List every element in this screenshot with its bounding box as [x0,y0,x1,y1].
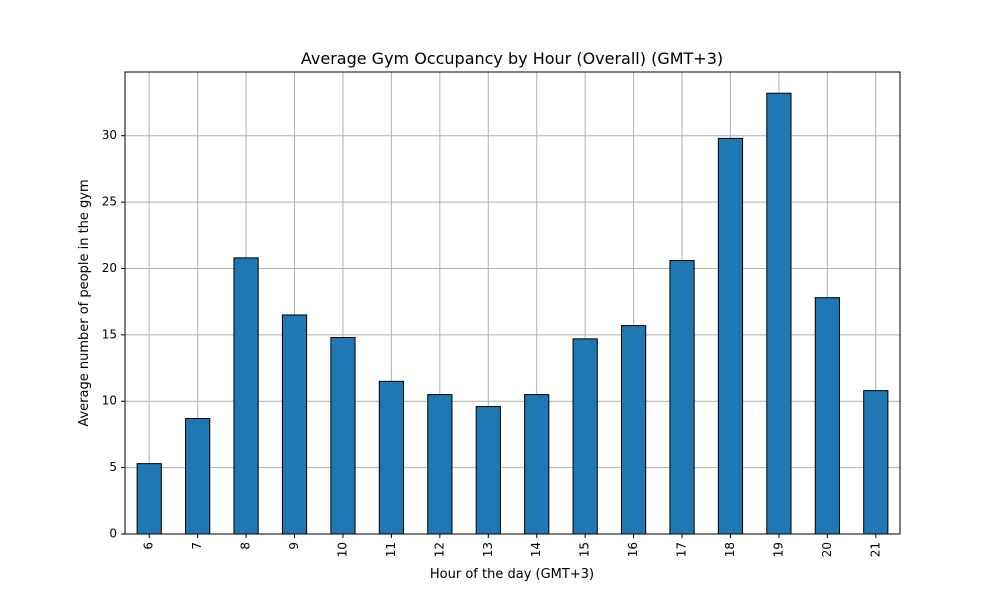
chart-title: Average Gym Occupancy by Hour (Overall) … [301,49,723,68]
bar-hour-6 [136,463,162,535]
x-tick-label: 9 [287,542,301,550]
bar-hour-14 [524,394,550,535]
x-tick-label: 19 [771,542,785,557]
x-tick-label: 10 [335,542,349,557]
axes-frame [124,71,901,535]
y-tick-label: 15 [102,327,117,341]
bar-hour-20 [814,297,840,535]
x-tick-label: 15 [578,542,592,557]
bar-hour-21 [863,390,889,535]
bar-hour-7 [185,418,211,535]
x-tick-label: 16 [626,542,640,557]
x-tick-label: 18 [723,542,737,557]
bar-hour-9 [281,314,308,535]
y-tick-label: 10 [102,394,117,408]
bar-hour-18 [717,137,744,535]
bar-hour-13 [475,406,501,535]
bar-hour-8 [233,257,259,535]
x-tick-label: 20 [820,542,834,557]
bar-hour-15 [572,338,598,535]
bar-hour-12 [427,394,453,535]
bar-hour-19 [766,92,792,535]
x-tick-label: 7 [190,542,204,550]
x-tick-label: 11 [384,542,398,557]
x-tick-label: 8 [239,542,253,550]
x-tick-label: 13 [481,542,495,557]
y-axis-label: Average number of people in the gym [77,179,92,426]
x-tick-label: 12 [432,542,446,557]
y-tick-label: 5 [109,460,117,474]
ticks: 6 7 8 9 10 11 12 13 14 15 16 17 18 19 20 21 0 5 10 15 20 25 30 [102,128,883,557]
bar-hour-11 [378,380,405,535]
x-tick-label: 17 [675,542,689,557]
x-tick-label: 14 [529,542,543,557]
bar-hour-17 [669,260,695,535]
bar-hour-10 [330,337,356,535]
x-axis-label: Hour of the day (GMT+3) [430,567,594,582]
y-tick-label: 20 [102,261,117,275]
bar-hour-16 [620,325,647,535]
y-tick-label: 0 [109,527,117,541]
bars [136,92,889,535]
x-tick-label: 21 [868,542,882,557]
y-tick-label: 30 [102,128,117,142]
y-tick-label: 25 [102,195,117,209]
x-tick-label: 6 [142,542,156,550]
